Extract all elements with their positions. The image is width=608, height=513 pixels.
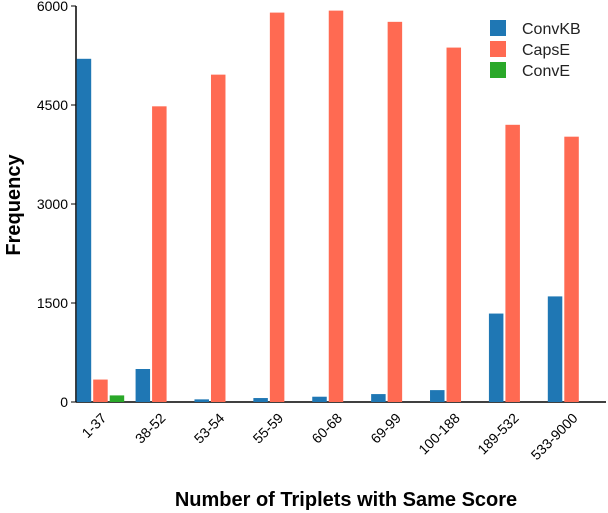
bar-capse-1-37 <box>93 379 108 402</box>
x-tick-label: 69-99 <box>367 410 404 447</box>
bar-convkb-1-37 <box>76 58 92 403</box>
bar-convkb-53-54 <box>194 399 209 402</box>
bar-capse-533-9000 <box>564 136 579 402</box>
bar-convkb-189-532 <box>488 313 504 402</box>
y-axis-title: Frequency <box>3 154 25 256</box>
x-tick-label: 100-188 <box>415 410 463 458</box>
bar-capse-189-532 <box>505 124 520 403</box>
bar-convkb-533-9000 <box>547 296 563 402</box>
legend-label-convkb: ConvKB <box>522 21 581 38</box>
bar-conve-1-37 <box>109 395 125 402</box>
y-tick-label: 3000 <box>37 196 68 212</box>
bar-capse-38-52 <box>152 106 167 402</box>
x-tick-label: 53-54 <box>191 410 228 447</box>
bar-convkb-69-99 <box>371 394 386 402</box>
x-axis-ticks: 1-37 38-52 53-54 55-59 60-68 69-99 100-188 189-… <box>78 410 580 463</box>
bar-convkb-60-68 <box>312 396 327 402</box>
legend-swatch-conve <box>490 62 506 78</box>
legend-swatch-convkb <box>490 20 506 36</box>
legend: ConvKB CapsE ConvE <box>490 20 581 80</box>
x-axis-title: Number of Triplets with Same Score <box>175 489 517 511</box>
bar-convkb-55-59 <box>253 398 268 402</box>
y-tick-label: 4500 <box>37 97 68 113</box>
bar-convkb-100-188 <box>430 390 445 402</box>
y-axis-ticks: 0 1500 3000 4500 6000 <box>37 0 76 410</box>
x-tick-label: 55-59 <box>250 410 287 447</box>
x-tick-label: 189-532 <box>474 410 522 458</box>
bars <box>76 10 579 403</box>
legend-label-capse: CapsE <box>522 42 570 59</box>
x-tick-label: 38-52 <box>132 410 169 447</box>
legend-label-conve: ConvE <box>522 63 570 80</box>
x-tick-label: 1-37 <box>78 410 109 441</box>
x-tick-label: 60-68 <box>308 410 345 447</box>
bar-capse-55-59 <box>269 12 285 402</box>
bar-capse-60-68 <box>328 10 344 403</box>
y-tick-label: 1500 <box>37 295 68 311</box>
x-tick-label: 533-9000 <box>528 410 581 463</box>
bar-capse-100-188 <box>446 47 462 403</box>
bar-capse-53-54 <box>210 74 226 402</box>
legend-swatch-capse <box>490 41 506 57</box>
y-tick-label: 0 <box>60 394 68 410</box>
bar-convkb-38-52 <box>135 369 151 402</box>
y-tick-label: 6000 <box>37 0 68 14</box>
bar-capse-69-99 <box>387 21 403 403</box>
